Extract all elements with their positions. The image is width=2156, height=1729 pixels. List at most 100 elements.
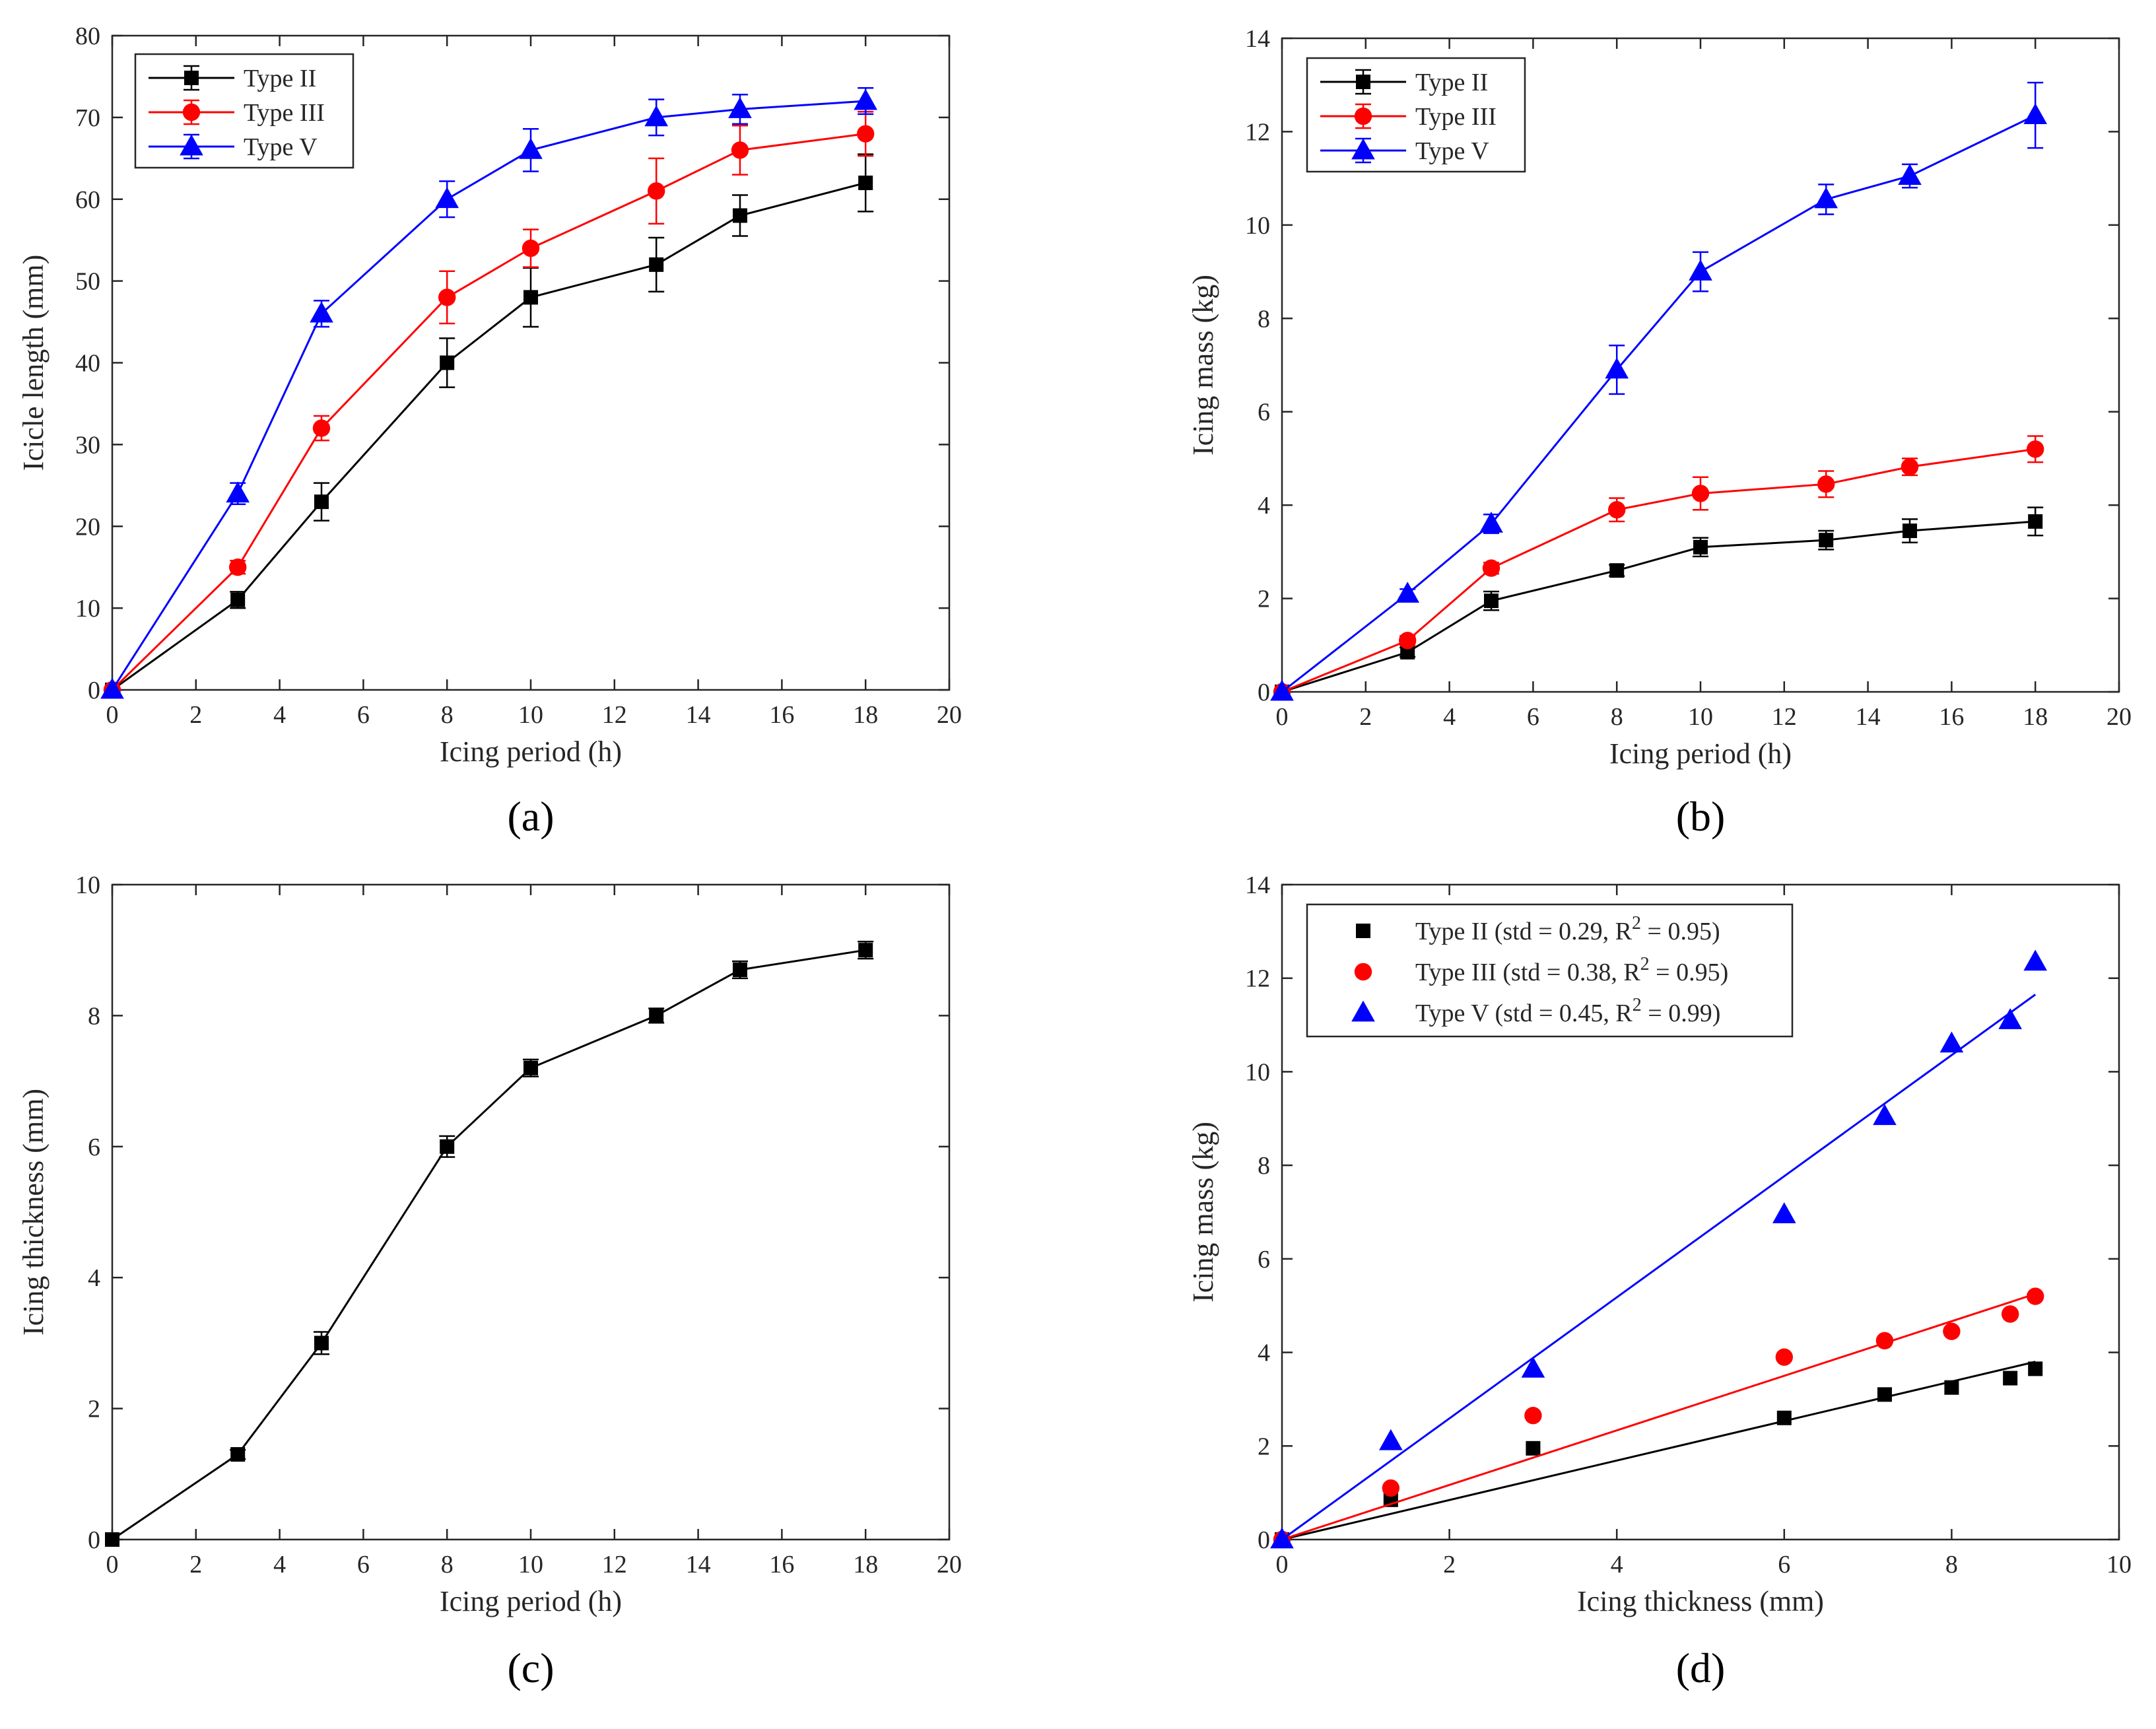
legend-entry: Type II bbox=[149, 65, 316, 92]
y-tick-label: 40 bbox=[75, 350, 100, 378]
data-point bbox=[523, 1060, 538, 1075]
legend-entry: Type V bbox=[1320, 137, 1489, 165]
legend-label: Type III bbox=[1415, 103, 1497, 131]
x-tick-label: 16 bbox=[769, 1551, 794, 1578]
data-point bbox=[1693, 539, 1708, 555]
chart-panel-1: 0 2 4 6 8 10 12 14 16 18 20 0 2 4 6 8 10 12 14 Icing period… bbox=[1187, 25, 2132, 840]
data-point bbox=[1873, 1104, 1897, 1126]
x-tick-label: 16 bbox=[1939, 703, 1964, 731]
data-point bbox=[733, 208, 747, 223]
fit-line bbox=[1281, 1361, 2036, 1541]
data-point bbox=[1772, 1202, 1796, 1223]
data-point bbox=[1524, 1407, 1542, 1425]
legend-label: Type III bbox=[244, 99, 325, 127]
series-0 bbox=[105, 153, 874, 697]
y-tick-label: 6 bbox=[1258, 399, 1270, 426]
data-point bbox=[100, 677, 124, 699]
x-tick-label: 4 bbox=[273, 1551, 286, 1578]
data-point bbox=[857, 125, 875, 143]
y-tick-label: 50 bbox=[75, 268, 100, 296]
series-line bbox=[111, 100, 866, 691]
data-point bbox=[522, 239, 540, 257]
y-tick-label: 60 bbox=[75, 186, 100, 214]
y-axis-label: Icing mass (kg) bbox=[1187, 1122, 1219, 1303]
data-point bbox=[314, 494, 329, 510]
x-tick-label: 8 bbox=[1611, 703, 1623, 731]
legend-entry: Type III bbox=[1320, 103, 1497, 131]
data-point bbox=[2027, 1287, 2044, 1305]
data-point bbox=[1396, 582, 1420, 603]
legend-marker bbox=[1354, 963, 1372, 981]
y-tick-label: 10 bbox=[75, 595, 100, 623]
legend-label: Type III (std = 0.38, R2 = 0.95) bbox=[1415, 954, 1728, 986]
data-point bbox=[310, 301, 333, 323]
legend-marker bbox=[180, 134, 203, 156]
data-point bbox=[1875, 1332, 1894, 1350]
series-line bbox=[1281, 448, 2036, 693]
data-point bbox=[229, 558, 247, 576]
data-point bbox=[1939, 1031, 1964, 1053]
x-tick-label: 14 bbox=[686, 1551, 711, 1578]
x-tick-label: 10 bbox=[2106, 1551, 2132, 1578]
x-tick-label: 6 bbox=[1527, 703, 1539, 731]
data-point bbox=[435, 187, 459, 209]
series-line bbox=[111, 133, 866, 691]
series-line bbox=[112, 949, 866, 1541]
x-tick-label: 18 bbox=[2023, 703, 2048, 731]
y-tick-label: 12 bbox=[1245, 118, 1270, 146]
data-point bbox=[523, 290, 538, 305]
chart-panel-2: 0 2 4 6 8 10 12 14 16 18 20 0 2 4 6 8 10 Icing period (h)… bbox=[17, 871, 962, 1691]
data-point bbox=[438, 288, 456, 306]
data-point bbox=[1521, 1356, 1545, 1378]
series-line bbox=[1281, 114, 2036, 693]
data-point bbox=[226, 481, 250, 503]
plot-area-frame bbox=[111, 883, 951, 1541]
y-tick-label: 14 bbox=[1245, 25, 1270, 53]
legend: Type II Type III Type V bbox=[134, 53, 354, 169]
data-point bbox=[1903, 524, 1917, 539]
legend-entry: Type III (std = 0.38, R2 = 0.95) bbox=[1354, 954, 1728, 986]
legend-label: Type II (std = 0.29, R2 = 0.95) bbox=[1415, 913, 1720, 945]
data-point bbox=[1609, 563, 1625, 578]
legend: Type II (std = 0.29, R2 = 0.95) Type III … bbox=[1306, 903, 1794, 1038]
series-0 bbox=[1275, 1361, 2043, 1547]
x-tick-label: 6 bbox=[1778, 1551, 1790, 1578]
y-tick-label: 10 bbox=[75, 871, 100, 899]
data-point bbox=[105, 1532, 119, 1547]
y-tick-label: 8 bbox=[1258, 305, 1270, 333]
panel-label: (a) bbox=[507, 793, 554, 840]
legend-entry: Type V (std = 0.45, R2 = 0.99) bbox=[1351, 995, 1720, 1027]
data-point bbox=[230, 592, 246, 607]
data-point bbox=[519, 138, 543, 159]
x-tick-label: 16 bbox=[769, 701, 794, 729]
fit-line bbox=[1281, 994, 2037, 1541]
data-point bbox=[1819, 533, 1834, 548]
x-tick-label: 12 bbox=[1772, 703, 1797, 731]
data-point bbox=[1776, 1410, 1792, 1425]
x-tick-label: 6 bbox=[357, 1551, 370, 1578]
data-point bbox=[1399, 632, 1417, 650]
data-point bbox=[440, 1139, 455, 1154]
x-tick-label: 8 bbox=[441, 701, 454, 729]
data-point bbox=[2001, 1305, 2019, 1323]
data-point bbox=[2023, 949, 2048, 971]
data-point bbox=[1270, 679, 1294, 701]
legend-frame bbox=[1306, 57, 1526, 173]
data-point bbox=[314, 1336, 329, 1351]
data-point bbox=[1998, 1008, 2022, 1029]
y-tick-label: 8 bbox=[1258, 1152, 1270, 1180]
y-tick-label: 70 bbox=[75, 104, 100, 132]
x-tick-label: 2 bbox=[189, 701, 202, 729]
legend-entry: Type II (std = 0.29, R2 = 0.95) bbox=[1356, 913, 1720, 945]
data-point bbox=[733, 962, 747, 977]
chart-panel-0: 0 2 4 6 8 10 12 14 16 18 20 0 10 20 30 40 50 60 70 80 Icing … bbox=[17, 22, 962, 840]
x-tick-label: 4 bbox=[273, 701, 286, 729]
data-point bbox=[1484, 593, 1499, 609]
data-point bbox=[649, 1008, 664, 1023]
y-tick-label: 6 bbox=[1258, 1246, 1270, 1273]
data-point bbox=[1943, 1322, 1961, 1340]
legend-label: Type II bbox=[244, 65, 316, 92]
x-axis-label: Icing thickness (mm) bbox=[1577, 1585, 1824, 1617]
y-tick-label: 6 bbox=[88, 1134, 100, 1161]
data-point bbox=[644, 105, 669, 127]
